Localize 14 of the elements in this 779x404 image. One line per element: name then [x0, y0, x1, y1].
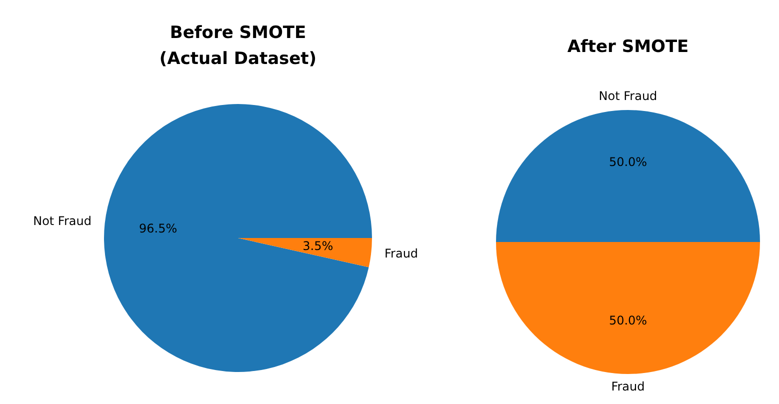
pie-slice [104, 104, 372, 372]
chart-title: After SMOTE [567, 37, 689, 57]
pie-slice [496, 110, 760, 242]
slice-label: Fraud [611, 379, 645, 394]
data-label: 96.5% [139, 221, 178, 236]
pie-slice [238, 238, 372, 268]
data-label: 50.0% [608, 155, 648, 170]
chart-title: Before SMOTE (Actual Dataset) [159, 23, 317, 69]
data-label: 50.0% [608, 313, 648, 328]
slice-label: Not Fraud [33, 214, 92, 228]
data-label: 3.5% [302, 239, 334, 254]
slice-label: Not Fraud [598, 89, 658, 104]
slice-label: Fraud [384, 246, 418, 260]
pie-slice [496, 242, 760, 374]
